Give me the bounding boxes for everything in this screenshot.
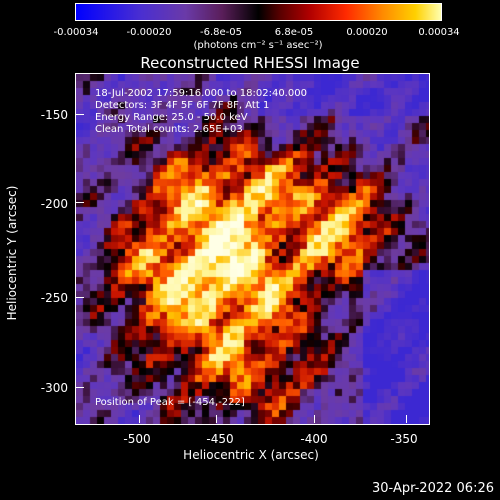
x-tick-label: -450 bbox=[206, 432, 234, 446]
colorbar-tick: 0.00034 bbox=[418, 27, 460, 38]
colorbar-tick: 0.00020 bbox=[346, 27, 388, 38]
y-tick-label: -300 bbox=[40, 381, 68, 395]
colorbar-tick: -0.00020 bbox=[126, 27, 172, 38]
detectors-text: Detectors: 3F 4F 5F 6F 7F 8F, Att 1 bbox=[95, 100, 270, 111]
x-tick-mark bbox=[139, 415, 140, 423]
clean-counts-text: Clean Total counts: 2.65E+03 bbox=[95, 124, 243, 135]
x-tick-mark bbox=[216, 415, 217, 423]
x-axis-label: Heliocentric X (arcsec) bbox=[183, 448, 319, 462]
solar-image-plot: 18-Jul-2002 17:59:16.000 to 18:02:40.000… bbox=[75, 73, 430, 425]
y-tick-label: -250 bbox=[40, 291, 68, 305]
y-tick-mark bbox=[76, 114, 84, 115]
y-tick-mark bbox=[76, 297, 84, 298]
y-tick-mark bbox=[76, 202, 84, 203]
colorbar-unit: (photons cm⁻² s⁻¹ asec⁻²) bbox=[193, 40, 323, 51]
y-tick-label: -200 bbox=[40, 197, 68, 211]
colorbar-tick: 6.8e-05 bbox=[274, 27, 314, 38]
x-tick-mark bbox=[314, 415, 315, 423]
colorbar-tick: -0.00034 bbox=[53, 27, 99, 38]
y-tick-mark bbox=[76, 387, 84, 388]
x-tick-label: -400 bbox=[300, 432, 328, 446]
energy-range-text: Energy Range: 25.0 - 50.0 keV bbox=[95, 112, 248, 123]
image-title: Reconstructed RHESSI Image bbox=[140, 54, 360, 72]
y-tick-label: -150 bbox=[40, 108, 68, 122]
colorbar bbox=[75, 3, 442, 21]
time-range-text: 18-Jul-2002 17:59:16.000 to 18:02:40.000 bbox=[95, 88, 307, 99]
y-axis-label: Heliocentric Y (arcsec) bbox=[5, 185, 19, 321]
timestamp: 30-Apr-2022 06:26 bbox=[372, 481, 494, 496]
reconstructed-image-canvas bbox=[76, 74, 429, 424]
x-tick-label: -350 bbox=[390, 432, 418, 446]
x-tick-label: -500 bbox=[123, 432, 151, 446]
x-tick-mark bbox=[406, 415, 407, 423]
colorbar-tick: -6.8e-05 bbox=[200, 27, 242, 38]
peak-position-text: Position of Peak = [-454,-222] bbox=[95, 397, 245, 408]
